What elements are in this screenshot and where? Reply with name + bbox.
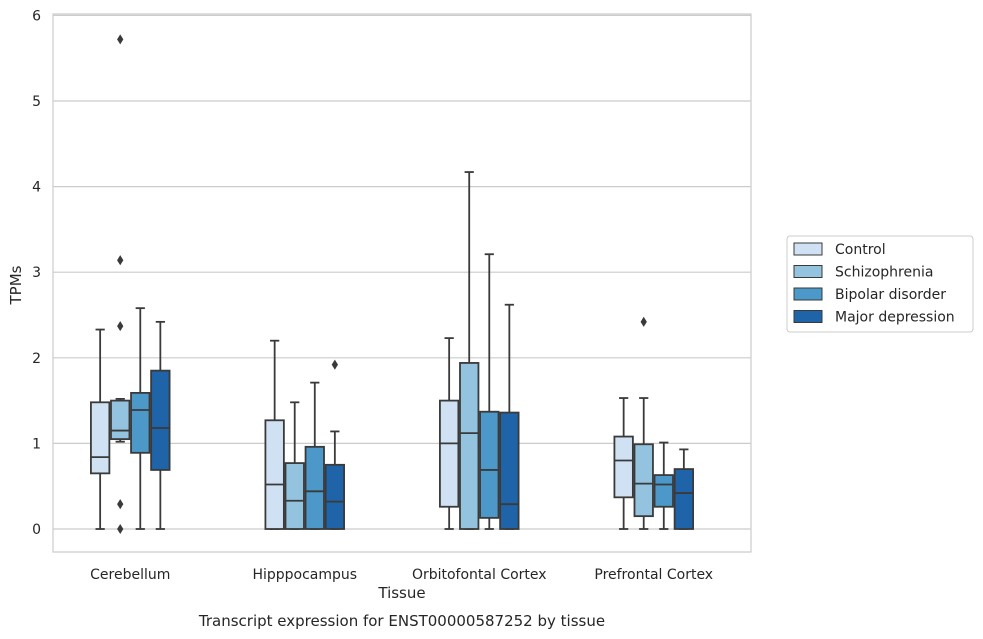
box-3-0 xyxy=(613,397,634,530)
outlier-point xyxy=(117,523,124,535)
legend-frame xyxy=(786,235,974,333)
x-tick-label: Hipppocampus xyxy=(252,567,357,583)
legend-swatch xyxy=(793,287,823,301)
x-axis-label: Tissue xyxy=(377,584,425,602)
outlier-point xyxy=(117,321,124,332)
box-iqr xyxy=(673,468,694,530)
box-2-1 xyxy=(459,171,480,530)
box-iqr xyxy=(613,435,634,499)
chart-caption: Transcript expression for ENST0000058725… xyxy=(198,612,605,630)
outlier-point xyxy=(117,34,124,45)
y-tick-label: 0 xyxy=(32,522,41,538)
box-3-2 xyxy=(653,441,674,530)
x-axis-ticks: Cerebellum Hipppocampus Orbitofontal Corte… xyxy=(90,567,713,583)
box-3-3 xyxy=(673,448,694,530)
box-iqr xyxy=(304,445,325,530)
box-2-0 xyxy=(439,337,460,530)
y-tick-label: 4 xyxy=(32,180,41,196)
box-iqr xyxy=(633,443,654,518)
legend-label: Bipolar disorder xyxy=(835,287,946,303)
boxes xyxy=(90,34,694,535)
legend-swatch xyxy=(793,310,823,323)
box-3-1 xyxy=(633,316,654,530)
box-iqr xyxy=(110,399,131,441)
box-iqr xyxy=(499,411,520,530)
outlier-point xyxy=(117,255,124,266)
box-1-0 xyxy=(264,339,285,530)
box-1-1 xyxy=(284,401,305,530)
outlier-point xyxy=(640,316,647,327)
y-axis-label: TPMs xyxy=(7,265,25,305)
y-tick-label: 3 xyxy=(32,265,41,281)
box-iqr xyxy=(130,391,151,454)
y-tick-label: 6 xyxy=(32,8,41,24)
box-iqr xyxy=(264,419,285,530)
legend-swatch xyxy=(793,242,823,256)
legend-label: Control xyxy=(835,242,886,258)
outlier-point xyxy=(117,499,124,510)
legend-label: Schizophrenia xyxy=(835,265,933,281)
box-2-3 xyxy=(499,303,520,530)
x-tick-label: Prefrontal Cortex xyxy=(594,567,713,583)
box-1-3 xyxy=(324,359,345,530)
y-axis-ticks: 0 1 2 3 4 5 6 xyxy=(32,8,41,538)
box-iqr xyxy=(653,474,674,508)
box-1-2 xyxy=(304,381,325,530)
x-tick-label: Orbitofontal Cortex xyxy=(412,567,547,583)
legend-swatch xyxy=(793,265,823,278)
y-tick-label: 2 xyxy=(32,351,41,367)
legend: Control Schizophrenia Bipolar disorder Majo… xyxy=(786,235,974,333)
box-iqr xyxy=(459,362,480,530)
box-iqr xyxy=(479,410,500,519)
box-iqr xyxy=(284,462,305,530)
box-0-0 xyxy=(90,328,111,530)
box-iqr xyxy=(439,399,460,508)
y-tick-label: 5 xyxy=(32,94,41,110)
box-0-3 xyxy=(150,320,171,530)
plot-area-frame xyxy=(52,13,752,553)
box-iqr xyxy=(150,369,171,471)
box-2-2 xyxy=(479,253,500,530)
y-tick-label: 1 xyxy=(32,436,41,452)
box-0-2 xyxy=(130,307,151,530)
x-tick-label: Cerebellum xyxy=(90,567,170,583)
outlier-point xyxy=(331,359,339,370)
box-iqr xyxy=(324,463,345,530)
box-0-1 xyxy=(110,34,131,535)
box-iqr xyxy=(90,401,111,475)
legend-label: Major depression xyxy=(835,310,955,326)
